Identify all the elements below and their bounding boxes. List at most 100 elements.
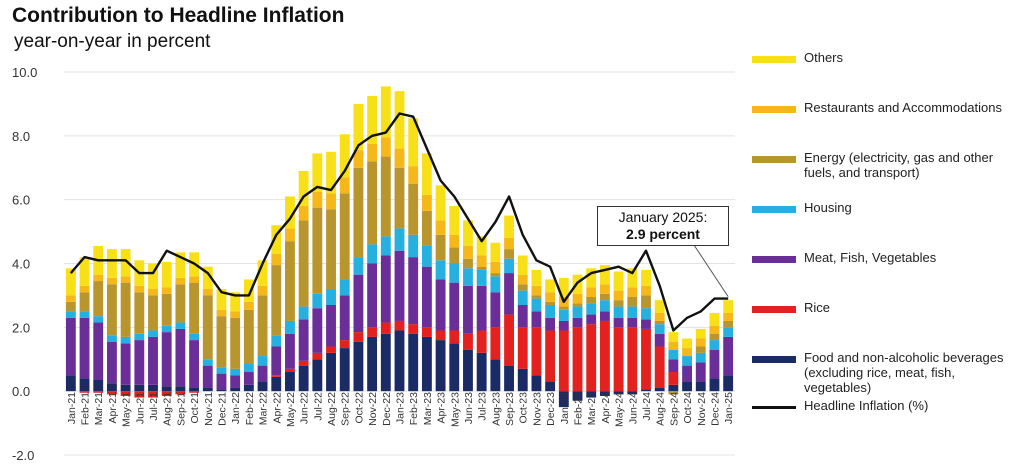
x-tick-label: Nov-21 (203, 392, 215, 426)
bar-segment-others (298, 170, 309, 207)
bar-segment-food (449, 343, 460, 392)
bar-segment-restaurants (654, 312, 665, 321)
bar-segment-energy (586, 297, 597, 304)
bar-segment-others (709, 312, 720, 326)
bar-segment-energy (421, 210, 432, 246)
bar-segment-restaurants (216, 309, 227, 317)
x-tick-label: Mar-22 (258, 392, 270, 425)
bar-segment-others (613, 271, 624, 291)
bar-segment-housing (517, 290, 528, 305)
legend-item-restaurants: Restaurants and Accommodations (752, 100, 1020, 115)
bar-segment-restaurants (65, 295, 76, 302)
bar-segment-meat (668, 359, 679, 373)
legend-swatch (752, 106, 796, 113)
bar-segment-energy (202, 295, 213, 360)
bar-segment-housing (558, 309, 569, 321)
x-tick-label: Sep-23 (504, 392, 516, 426)
chart-subtitle: year-on-year in percent (14, 31, 211, 52)
bar-segment-restaurants (421, 194, 432, 211)
bar-segment-housing (339, 279, 350, 296)
x-tick-label: Dec-24 (709, 392, 721, 426)
bar-segment-restaurants (257, 285, 268, 296)
x-tick-label: Feb-22 (244, 392, 256, 425)
bar-segment-restaurants (449, 234, 460, 248)
bar-segment-food (435, 340, 446, 392)
bar-segment-restaurants (202, 289, 213, 296)
bar-segment-energy (695, 346, 706, 353)
bar-segment-others (435, 185, 446, 221)
bar-segment-housing (65, 311, 76, 318)
bar-segment-energy (380, 156, 391, 237)
bar-segment-food (189, 387, 200, 392)
bar-segment-meat (435, 279, 446, 331)
bar-segment-others (449, 206, 460, 235)
bar-segment-food (134, 384, 145, 392)
bar-segment-food (326, 352, 336, 392)
bar-segment-rice (326, 346, 336, 353)
bar-segment-rice (312, 352, 323, 360)
bar-segment-food (202, 387, 213, 392)
bar-segment-rice (285, 368, 295, 373)
bar-segment-housing (654, 324, 665, 334)
legend-swatch (752, 56, 796, 63)
bar-segment-restaurants (79, 285, 90, 293)
bar-segment-meat (408, 257, 419, 325)
bar-segment-others (517, 255, 528, 275)
bar-segment-energy (353, 167, 364, 258)
bar-segment-restaurants (93, 274, 104, 282)
bar-segment-meat (120, 343, 131, 385)
bar-segment-energy (326, 209, 336, 290)
bar-segment-energy (463, 258, 473, 269)
callout-line1: January 2025: (618, 209, 708, 225)
bar-segment-meat (161, 332, 172, 387)
bar-segment-energy (312, 207, 323, 294)
bar-segment-energy (189, 282, 200, 334)
x-tick-label: Sep-22 (340, 392, 352, 426)
bar-segment-rice (408, 324, 419, 334)
bar-segment-others (463, 220, 473, 246)
bar-segment-energy (148, 295, 158, 331)
bar-segment-others (312, 153, 323, 192)
bar-segment-food (257, 381, 268, 392)
x-tick-label: Jun-22 (299, 392, 311, 424)
bar-segment-meat (695, 362, 706, 382)
bar-segment-food (572, 391, 583, 401)
bar-segment-rice (668, 372, 679, 385)
bar-segment-restaurants (641, 285, 651, 296)
bar-segment-energy (517, 284, 528, 291)
x-tick-label: Apr-24 (600, 392, 612, 424)
bar-segment-energy (93, 281, 104, 317)
bar-segment-restaurants (572, 293, 583, 304)
bar-segment-others (723, 300, 734, 313)
bar-segment-food (79, 378, 90, 392)
bar-segment-meat (723, 336, 734, 376)
bar-segment-food (558, 391, 569, 408)
bar-segment-rice (394, 320, 405, 331)
bar-segment-others (599, 265, 610, 285)
bar-segment-others (175, 252, 186, 278)
bar-segment-rice (586, 324, 597, 392)
bar-segment-housing (641, 308, 651, 320)
legend-item-others: Others (752, 50, 1020, 65)
bar-segment-rice (79, 391, 90, 393)
bar-segment-energy (613, 300, 624, 307)
bar-segment-housing (435, 260, 446, 280)
bar-segment-energy (654, 320, 665, 325)
x-tick-label: Mar-21 (93, 392, 105, 425)
bar-segment-restaurants (271, 253, 282, 266)
bar-segment-restaurants (353, 150, 364, 168)
callout-pointer (691, 241, 729, 297)
inflation-chart: 10.08.06.04.02.00.0-2.0 Jan-21 Feb-21 Mar-… (12, 65, 735, 463)
bar-segment-others (668, 332, 679, 342)
bar-segment-others (586, 268, 597, 288)
bar-segment-restaurants (504, 237, 514, 250)
bar-segment-meat (285, 333, 295, 369)
bar-segment-others (216, 289, 227, 310)
bar-segment-others (353, 103, 364, 151)
y-axis: 10.0 8.0 6.0 4.0 2.0 0.0 -2.0 (12, 65, 37, 463)
x-tick-label: Oct-21 (189, 392, 201, 424)
x-tick-label: Oct-22 (353, 392, 365, 424)
bar-segment-meat (709, 349, 720, 379)
bar-segment-housing (353, 257, 364, 275)
bar-segment-energy (161, 293, 172, 326)
